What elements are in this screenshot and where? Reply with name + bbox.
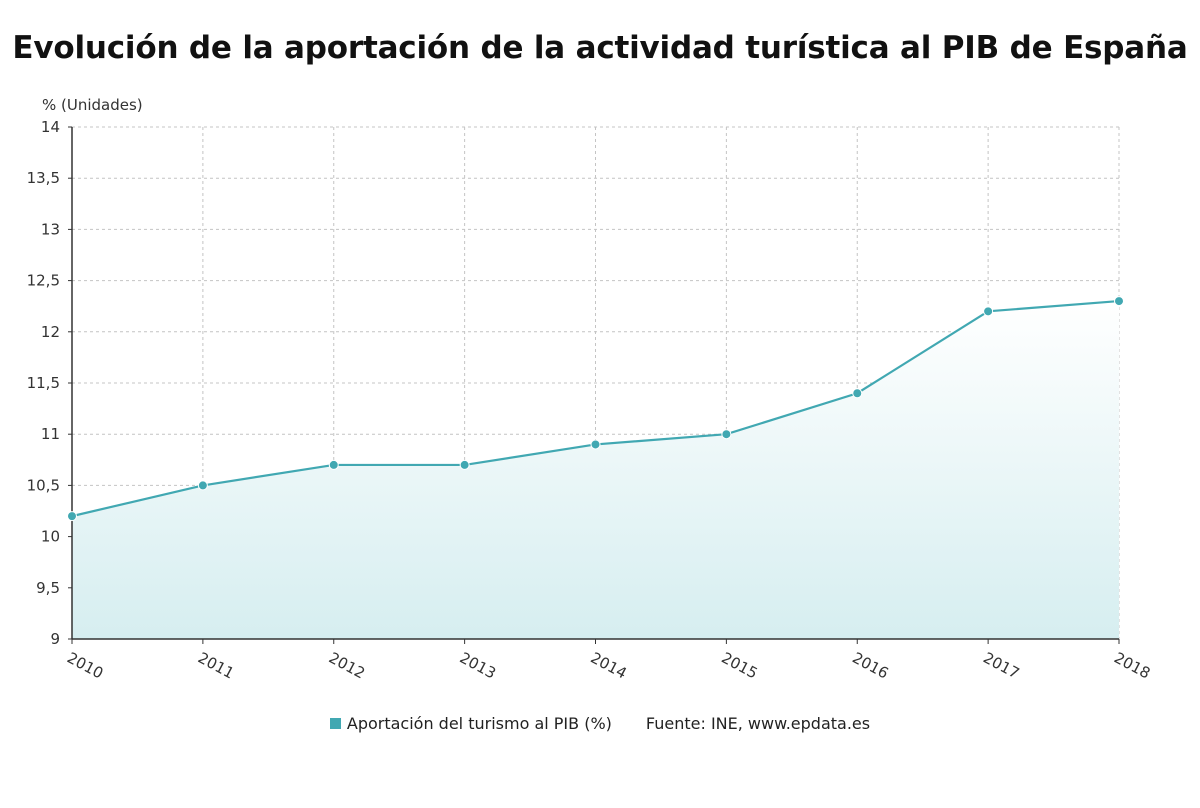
y-tick-label-8: 13 (41, 220, 60, 238)
source-label: Fuente: INE, www.epdata.es (645, 714, 871, 733)
y-tick-label-7: 12,5 (27, 272, 60, 290)
x-axis-ticks: 2010 2011 2012 2013 2014 2015 2016 2017 2018 (64, 649, 1153, 683)
x-tick-label-2017: 2017 (980, 649, 1022, 683)
x-tick-label-2016: 2016 (849, 649, 891, 683)
y-axis-label: % (Unidades) (42, 96, 143, 114)
y-axis-ticks: 9 9,5 10 10,5 11 11,5 12 12,5 13 13,5 14 (27, 118, 60, 648)
y-tick-label-4: 11 (41, 425, 60, 443)
data-point-2018 (1114, 296, 1124, 307)
y-tick-label-1: 9,5 (36, 579, 60, 597)
y-tick-label-6: 12 (41, 323, 60, 341)
y-tick-label-10: 14 (41, 118, 60, 136)
y-tick-label-0: 9 (50, 630, 60, 648)
x-tick-label-2011: 2011 (195, 649, 237, 683)
axes (68, 126, 1120, 644)
y-tick-label-3: 10,5 (27, 476, 60, 494)
x-tick-label-2015: 2015 (718, 649, 760, 683)
data-point-2010 (67, 511, 77, 522)
y-tick-label-2: 10 (41, 528, 60, 546)
legend-series-label: Aportación del turismo al PIB (%) (346, 714, 612, 733)
legend: Aportación del turismo al PIB (%) Fuente:… (0, 714, 1200, 733)
chart-title: Evolución de la aportación de la activid… (12, 30, 1188, 66)
x-tick-label-2018: 2018 (1111, 649, 1153, 683)
data-point-2014 (590, 439, 601, 450)
y-tick-label-5: 11,5 (27, 374, 60, 392)
data-point-2011 (197, 480, 208, 491)
data-point-2015 (721, 429, 732, 440)
x-tick-label-2014: 2014 (588, 649, 630, 683)
data-point-2012 (328, 459, 339, 470)
data-points (67, 296, 1124, 522)
x-tick-label-2010: 2010 (64, 649, 106, 683)
series-area (72, 301, 1119, 639)
data-point-2016 (852, 388, 863, 399)
x-tick-label-2013: 2013 (457, 649, 499, 683)
data-point-2017 (983, 306, 994, 317)
legend-swatch (329, 718, 341, 729)
x-tick-label-2012: 2012 (326, 649, 368, 683)
y-tick-label-9: 13,5 (27, 169, 60, 187)
data-point-2013 (459, 459, 470, 470)
